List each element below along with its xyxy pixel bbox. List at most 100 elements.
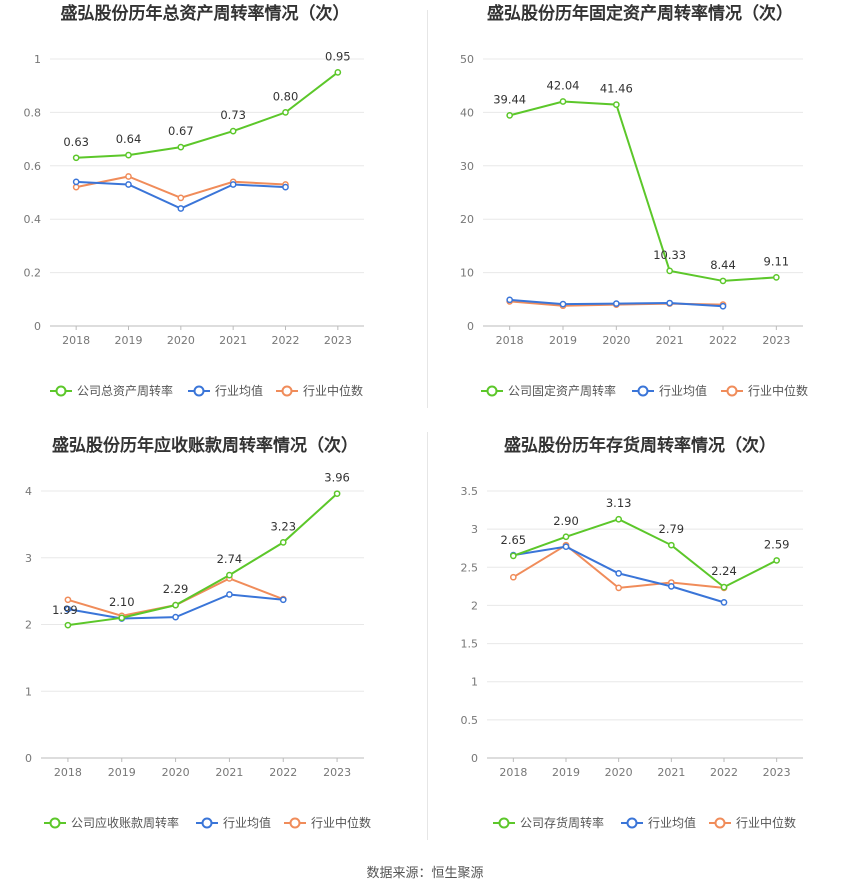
legend-swatch-marker	[486, 385, 498, 397]
data-point-avg	[279, 596, 287, 604]
y-tick-label: 2.5	[461, 561, 479, 574]
x-tick-label: 2022	[710, 766, 738, 779]
y-tick-label: 30	[460, 160, 474, 173]
y-tick-label: 0	[467, 320, 474, 333]
data-label: 1.99	[52, 603, 78, 617]
data-point-company	[562, 533, 570, 541]
legend-label: 公司存货周转率	[520, 815, 604, 830]
legend-label: 行业中位数	[748, 383, 808, 398]
data-point-company	[667, 541, 675, 549]
data-point-company	[719, 277, 727, 285]
data-point-avg	[125, 181, 132, 188]
y-tick-label: 1	[25, 685, 32, 698]
data-point-avg	[172, 613, 179, 621]
legend-item-avg: 行业均值	[621, 815, 696, 830]
data-point-company	[229, 127, 237, 135]
x-tick-label: 2019	[115, 334, 143, 347]
x-tick-label: 2023	[763, 766, 791, 779]
data-point-company	[282, 109, 289, 116]
legend-swatch-marker	[281, 385, 293, 397]
y-tick-label: 1.5	[461, 638, 479, 651]
data-point-company	[279, 539, 287, 546]
data-point-company	[615, 515, 623, 523]
legend-swatch-marker	[289, 817, 301, 829]
data-point-company	[333, 490, 341, 498]
data-point-company	[772, 274, 780, 281]
y-tick-label: 0.8	[24, 106, 42, 119]
y-tick-label: 20	[460, 213, 474, 226]
legend-label: 公司应收账款周转率	[71, 815, 179, 830]
data-label: 41.46	[600, 82, 633, 96]
data-label: 3.13	[606, 496, 632, 510]
y-tick-label: 0.2	[24, 267, 42, 280]
data-point-avg	[72, 178, 80, 186]
data-point-median	[72, 183, 80, 191]
chart-title: 盛弘股份历年固定资产周转率情况（次）	[487, 3, 793, 24]
legend-label: 行业中位数	[311, 815, 371, 830]
data-label: 0.95	[325, 49, 351, 63]
legend-label: 公司总资产周转率	[77, 383, 173, 398]
y-tick-label: 10	[460, 267, 474, 280]
chart-inventory-turnover: 盛弘股份历年存货周转率情况（次） 0 0.5 1 1.5 2 2.5 3 3.5 2018 2019…	[461, 435, 803, 830]
x-tick-label: 2022	[709, 334, 737, 347]
data-point-avg	[615, 570, 623, 577]
y-tick-label: 50	[460, 53, 474, 66]
data-label: 2.74	[217, 552, 243, 566]
data-label: 2.29	[163, 582, 189, 596]
data-point-avg	[559, 300, 567, 308]
x-tick-label: 2020	[162, 766, 190, 779]
data-point-median	[509, 573, 517, 581]
x-tick-label: 2018	[62, 334, 90, 347]
data-point-company	[177, 143, 185, 151]
data-label: 0.73	[220, 108, 246, 122]
chart-total-asset-turnover: 盛弘股份历年总资产周转率情况（次） 0 0.2 0.4 0.6 0.8 1 2018 2019 2…	[24, 3, 364, 398]
chart-receivables-turnover: 盛弘股份历年应收账款周转率情况（次） 0 1 2 3 4 2018 2019 2020 2021 2…	[25, 435, 371, 830]
data-label: 10.33	[653, 248, 686, 262]
data-label: 42.04	[547, 79, 580, 93]
legend-label: 行业中位数	[736, 815, 796, 830]
data-label: 9.11	[764, 254, 790, 268]
legend-item-company: 公司固定资产周转率	[481, 383, 616, 398]
x-tick-label: 2018	[54, 766, 82, 779]
data-point-company	[612, 101, 620, 108]
data-point-avg	[226, 591, 233, 598]
data-label: 0.80	[273, 89, 299, 103]
y-tick-label: 40	[460, 106, 474, 119]
series-line-company	[67, 492, 338, 627]
data-label: 39.44	[493, 92, 526, 106]
legend-swatch-marker	[193, 385, 205, 397]
y-tick-label: 0.5	[461, 714, 479, 727]
data-point-company	[559, 98, 567, 105]
data-label: 2.79	[659, 522, 685, 536]
y-tick-label: 0	[471, 752, 478, 765]
legend-label: 公司固定资产周转率	[508, 383, 616, 398]
legend-item-avg: 行业均值	[188, 383, 263, 398]
data-point-avg	[719, 302, 727, 310]
data-label: 0.67	[168, 124, 194, 138]
chart-title: 盛弘股份历年存货周转率情况（次）	[504, 435, 776, 456]
data-label: 2.24	[711, 564, 737, 578]
legend-item-company: 公司总资产周转率	[50, 383, 173, 398]
series-line-company	[76, 71, 339, 159]
x-tick-label: 2023	[324, 334, 352, 347]
x-tick-label: 2021	[657, 766, 685, 779]
legend-item-median: 行业中位数	[721, 383, 808, 398]
chart-fixed-asset-turnover: 盛弘股份历年固定资产周转率情况（次） 0 10 20 30 40 50 2018 2019 202…	[460, 3, 808, 398]
data-point-company	[506, 112, 514, 119]
legend-swatch-marker	[49, 817, 61, 829]
y-tick-label: 0.6	[24, 160, 42, 173]
y-tick-label: 3	[471, 523, 478, 536]
legend-swatch-marker	[726, 385, 738, 397]
legend-item-avg: 行业均值	[196, 815, 271, 830]
data-point-median	[125, 173, 132, 180]
data-point-company	[509, 552, 517, 560]
data-label: 0.64	[116, 132, 142, 146]
x-tick-label: 2020	[605, 766, 633, 779]
x-tick-label: 2021	[656, 334, 684, 347]
data-label: 2.59	[764, 537, 790, 551]
legend-swatch-marker	[55, 385, 67, 397]
data-label: 0.63	[63, 135, 89, 149]
legend-label: 行业均值	[223, 815, 271, 830]
y-tick-label: 1	[471, 676, 478, 689]
series-line-median	[512, 543, 725, 589]
